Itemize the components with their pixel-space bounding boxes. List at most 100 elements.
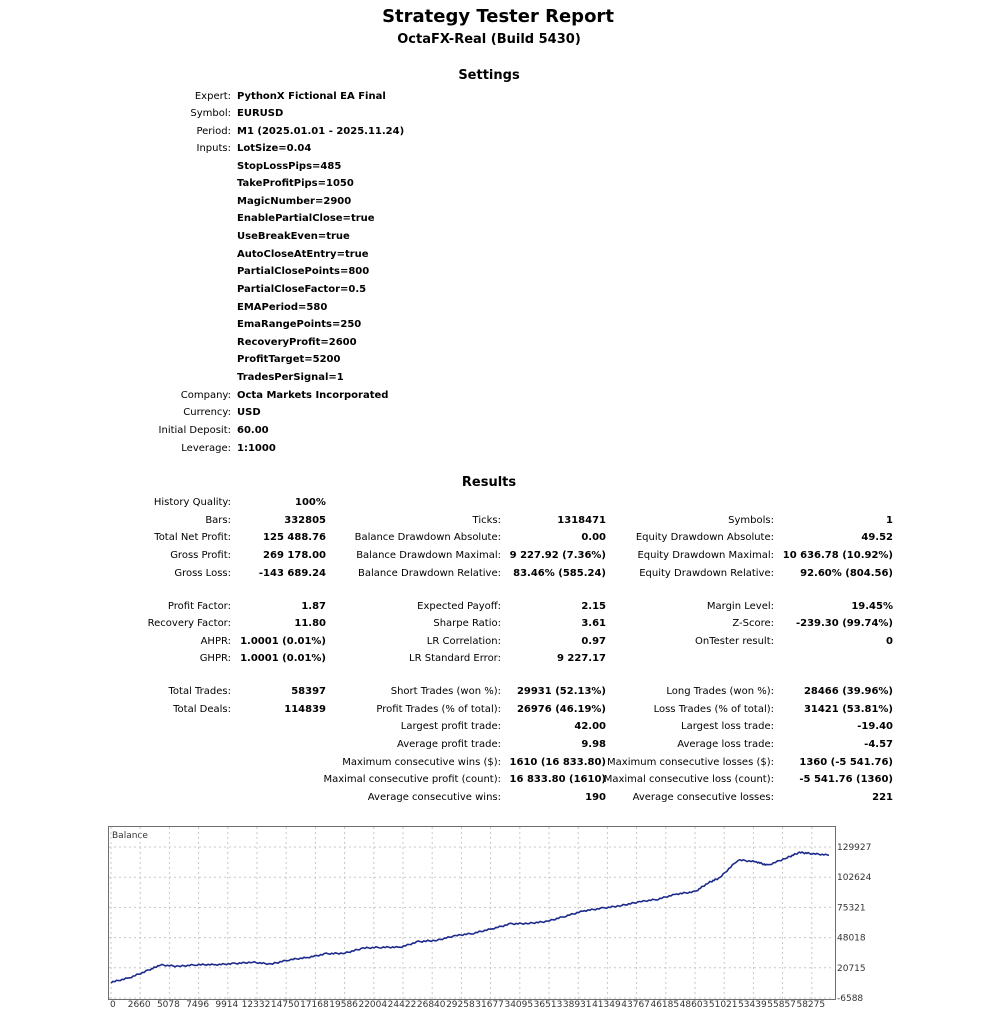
input-item: AutoCloseAtEntry=true [237, 249, 369, 260]
result-label: Equity Drawdown Absolute: [635, 532, 774, 543]
result-label: Equity Drawdown Maximal: [637, 550, 774, 561]
result-label: OnTester result: [694, 636, 774, 647]
input-item: TradesPerSignal=1 [237, 372, 344, 383]
input-item: PartialClosePoints=800 [237, 266, 370, 277]
result-value: 31421 (53.81%) [803, 704, 893, 715]
result-value: 58397 [291, 686, 326, 697]
result-label: LR Standard Error: [409, 653, 501, 664]
y-tick-label: 20715 [837, 964, 866, 974]
report-subtitle: OctaFX-Real (Build 5430) [397, 32, 581, 47]
input-item: EmaRangePoints=250 [237, 319, 362, 330]
inputs-label: Inputs: [196, 143, 231, 154]
results-heading: Results [461, 475, 517, 490]
result-value: 269 178.00 [263, 550, 326, 561]
result-label: Gross Profit: [170, 550, 231, 561]
input-item: EMAPeriod=580 [237, 302, 328, 313]
input-item: StopLossPips=485 [237, 161, 342, 172]
x-tick-label: 7496 [186, 1000, 209, 1010]
result-value: 1610 (16 833.80) [509, 757, 606, 768]
result-value: 332805 [284, 515, 326, 526]
x-tick-label: 46185 [650, 1000, 679, 1010]
result-value: -5 541.76 (1360) [799, 774, 893, 785]
input-item: PartialCloseFactor=0.5 [237, 284, 367, 295]
result-value: 190 [585, 792, 606, 803]
currency-value: USD [237, 407, 261, 418]
result-label: Sharpe Ratio: [433, 618, 501, 629]
input-item: RecoveryProfit=2600 [237, 337, 357, 348]
x-tick-label: 2660 [128, 1000, 151, 1010]
leverage-value: 1:1000 [237, 443, 276, 454]
result-value: 1.0001 (0.01%) [240, 653, 326, 664]
result-value: 49.52 [861, 532, 893, 543]
x-tick-label: 55857 [767, 1000, 796, 1010]
x-tick-label: 58275 [796, 1000, 825, 1010]
result-label: Largest profit trade: [400, 721, 501, 732]
input-item: LotSize=0.04 [237, 143, 312, 154]
expert-value: PythonX Fictional EA Final [237, 91, 386, 102]
result-value: 9 227.17 [556, 653, 606, 664]
result-value: 9.98 [581, 739, 606, 750]
result-value: 10 636.78 (10.92%) [782, 550, 893, 561]
input-item: MagicNumber=2900 [237, 196, 352, 207]
balance-chart: Balance 129927 102624 75321 48018 20715 -6588 [108, 826, 872, 1004]
result-value: 0.97 [581, 636, 606, 647]
result-value: 19.45% [851, 601, 893, 612]
result-value: 9 227.92 (7.36%) [509, 550, 606, 561]
period-label: Period: [196, 126, 231, 137]
result-value: 125 488.76 [263, 532, 326, 543]
balance-chart-x-axis: 0 2660 5078 7496 9914 12332 14750 17168 19586 220… [110, 1000, 825, 1010]
x-tick-label: 22004 [358, 1000, 387, 1010]
result-value: 92.60% (804.56) [800, 568, 893, 579]
currency-label: Currency: [183, 407, 231, 418]
result-label: Average consecutive wins: [367, 792, 501, 803]
x-tick-label: 14750 [271, 1000, 300, 1010]
x-tick-label: 12332 [242, 1000, 271, 1010]
result-label: Recovery Factor: [147, 618, 231, 629]
chart-title: Balance [112, 831, 148, 841]
input-item: ProfitTarget=5200 [237, 354, 341, 365]
result-label: Z-Score: [732, 618, 774, 629]
result-value: 1 [886, 515, 893, 526]
history-quality-label: History Quality: [153, 497, 231, 508]
x-tick-label: 17168 [300, 1000, 329, 1010]
result-value: 1360 (-5 541.76) [799, 757, 893, 768]
result-value: 3.61 [581, 618, 606, 629]
period-value: M1 (2025.01.01 - 2025.11.24) [237, 126, 405, 137]
result-value: 83.46% (585.24) [513, 568, 606, 579]
result-label: Long Trades (won %): [666, 686, 774, 697]
result-value: 0.00 [581, 532, 606, 543]
x-tick-label: 48603 [680, 1000, 709, 1010]
result-value: -239.30 (99.74%) [795, 618, 893, 629]
y-tick-label: 48018 [837, 934, 866, 944]
y-tick-label: 75321 [837, 903, 866, 913]
result-label: Largest loss trade: [681, 721, 774, 732]
result-label: Maximum consecutive losses ($): [607, 757, 774, 768]
y-tick-label: 102624 [837, 873, 872, 883]
result-label: Loss Trades (% of total): [653, 704, 774, 715]
result-value: 26976 (46.19%) [516, 704, 606, 715]
x-tick-label: 53439 [738, 1000, 767, 1010]
input-item: EnablePartialClose=true [237, 213, 375, 224]
result-label: Short Trades (won %): [390, 686, 501, 697]
result-value: -19.40 [857, 721, 893, 732]
result-label: Balance Drawdown Absolute: [354, 532, 501, 543]
result-label: Maximal consecutive loss (count): [603, 774, 774, 785]
deposit-label: Initial Deposit: [158, 425, 231, 436]
result-label: LR Correlation: [426, 636, 501, 647]
result-value: 2.15 [581, 601, 606, 612]
result-label: Gross Loss: [174, 568, 231, 579]
leverage-label: Leverage: [181, 443, 231, 454]
y-tick-label: -6588 [837, 994, 863, 1004]
y-tick-label: 129927 [837, 843, 871, 853]
x-tick-label: 9914 [215, 1000, 238, 1010]
symbol-label: Symbol: [190, 108, 231, 119]
result-value: 1.0001 (0.01%) [240, 636, 326, 647]
result-label: Average consecutive losses: [632, 792, 774, 803]
result-label: Ticks: [472, 515, 501, 526]
result-label: Bars: [205, 515, 231, 526]
result-label: AHPR: [200, 636, 231, 647]
expert-label: Expert: [194, 91, 231, 102]
result-label: Average loss trade: [677, 739, 774, 750]
result-value: -143 689.24 [258, 568, 326, 579]
result-value: -4.57 [864, 739, 893, 750]
